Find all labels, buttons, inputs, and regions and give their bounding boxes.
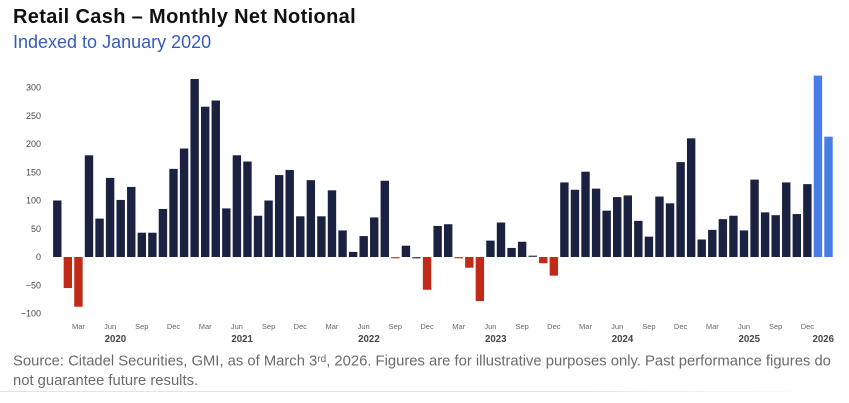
svg-text:150: 150 bbox=[26, 167, 41, 177]
svg-text:Dec: Dec bbox=[420, 322, 434, 331]
svg-text:Sep: Sep bbox=[262, 322, 275, 331]
svg-text:Jun: Jun bbox=[104, 322, 116, 331]
svg-text:Jun: Jun bbox=[738, 322, 750, 331]
svg-text:2025: 2025 bbox=[738, 334, 760, 345]
svg-text:2020: 2020 bbox=[105, 334, 127, 345]
svg-text:Sep: Sep bbox=[515, 322, 528, 331]
svg-text:Dec: Dec bbox=[801, 322, 815, 331]
svg-text:Sep: Sep bbox=[389, 322, 402, 331]
svg-text:Dec: Dec bbox=[294, 322, 308, 331]
svg-text:0: 0 bbox=[36, 252, 41, 262]
svg-text:−50: −50 bbox=[26, 280, 41, 290]
svg-text:Mar: Mar bbox=[199, 322, 212, 331]
svg-text:300: 300 bbox=[26, 83, 41, 93]
svg-text:−100: −100 bbox=[21, 309, 41, 319]
svg-text:Dec: Dec bbox=[547, 322, 561, 331]
svg-text:Jun: Jun bbox=[231, 322, 243, 331]
svg-text:Sep: Sep bbox=[642, 322, 655, 331]
svg-text:2024: 2024 bbox=[612, 334, 634, 345]
svg-text:Mar: Mar bbox=[706, 322, 719, 331]
svg-text:Mar: Mar bbox=[72, 322, 85, 331]
svg-text:50: 50 bbox=[31, 224, 41, 234]
svg-text:2022: 2022 bbox=[358, 334, 380, 345]
svg-text:Mar: Mar bbox=[579, 322, 592, 331]
svg-text:2021: 2021 bbox=[231, 334, 253, 345]
svg-text:200: 200 bbox=[26, 139, 41, 149]
svg-text:Mar: Mar bbox=[326, 322, 339, 331]
svg-text:Dec: Dec bbox=[674, 322, 688, 331]
svg-text:Jun: Jun bbox=[484, 322, 496, 331]
svg-text:Mar: Mar bbox=[452, 322, 465, 331]
svg-text:2023: 2023 bbox=[485, 334, 507, 345]
svg-text:Sep: Sep bbox=[769, 322, 782, 331]
svg-text:Sep: Sep bbox=[135, 322, 148, 331]
svg-text:2026: 2026 bbox=[812, 334, 834, 345]
svg-text:Dec: Dec bbox=[167, 322, 181, 331]
svg-text:Jun: Jun bbox=[358, 322, 370, 331]
svg-text:100: 100 bbox=[26, 196, 41, 206]
svg-text:250: 250 bbox=[26, 111, 41, 121]
svg-text:Jun: Jun bbox=[611, 322, 623, 331]
